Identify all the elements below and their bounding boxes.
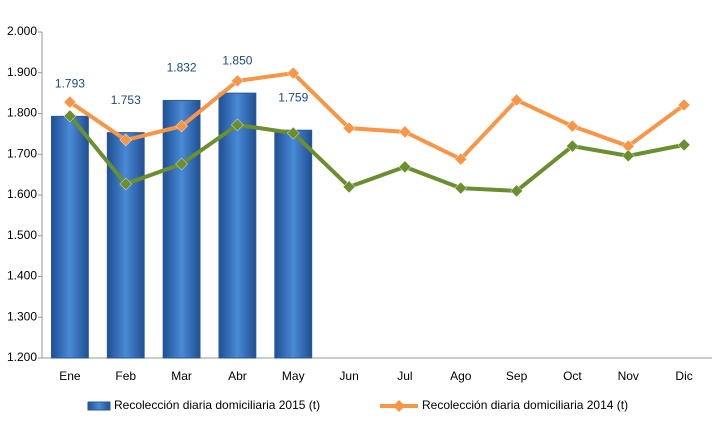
legend-label: Recolección diaria domiciliaria 2015 (t) xyxy=(114,398,320,412)
x-tick-label: May xyxy=(282,369,305,383)
marker xyxy=(63,109,77,123)
marker xyxy=(454,152,468,166)
marker xyxy=(175,157,188,171)
x-tick-label: Ene xyxy=(59,369,81,383)
marker xyxy=(454,181,468,195)
marker xyxy=(175,119,188,133)
y-tick-label: 1.400 xyxy=(7,269,37,283)
data-label: 1.793 xyxy=(55,77,85,91)
marker xyxy=(119,133,133,147)
marker xyxy=(342,180,356,194)
x-tick-label: Ago xyxy=(450,369,472,383)
marker xyxy=(566,119,579,133)
data-label: 1.832 xyxy=(167,61,197,75)
y-tick-label: 1.300 xyxy=(7,309,37,323)
y-tick-label: 1.600 xyxy=(7,187,37,201)
bar xyxy=(162,99,201,359)
x-tick-label: Dic xyxy=(675,369,692,383)
x-tick-label: Abr xyxy=(228,369,247,383)
marker xyxy=(342,121,356,135)
y-tick-label: 1.900 xyxy=(7,65,37,79)
bar xyxy=(50,115,89,359)
marker xyxy=(677,138,691,152)
marker xyxy=(231,74,244,88)
data-label: 1.759 xyxy=(278,90,308,104)
y-tick-label: 1.200 xyxy=(7,350,37,364)
marker xyxy=(510,184,523,198)
line xyxy=(68,71,686,162)
marker xyxy=(63,95,77,109)
legend-swatch xyxy=(87,401,111,411)
x-tick-label: Mar xyxy=(171,369,192,383)
x-tick-label: Sep xyxy=(506,369,528,383)
marker xyxy=(231,118,244,132)
data-label: 1.850 xyxy=(222,53,252,67)
marker xyxy=(621,149,635,163)
marker xyxy=(286,66,300,80)
marker xyxy=(398,125,412,139)
x-tick-label: Feb xyxy=(115,369,136,383)
marker xyxy=(677,98,691,112)
marker xyxy=(119,177,133,191)
marker xyxy=(286,126,300,140)
marker xyxy=(566,139,579,153)
x-tick-label: Nov xyxy=(618,369,639,383)
legend-swatch xyxy=(393,400,405,412)
x-tick-label: Jun xyxy=(339,369,358,383)
x-tick-label: Oct xyxy=(563,369,582,383)
y-tick-label: 1.800 xyxy=(7,106,37,120)
bar xyxy=(218,92,257,359)
marker xyxy=(398,160,412,174)
marker xyxy=(510,93,523,107)
bar xyxy=(274,129,313,359)
legend-label: Recolección diaria domiciliaria 2014 (t) xyxy=(422,398,628,412)
x-tick-label: Jul xyxy=(397,369,412,383)
y-tick-label: 1.500 xyxy=(7,228,37,242)
line xyxy=(68,114,685,193)
y-tick-label: 2.000 xyxy=(7,24,37,38)
y-tick-label: 1.700 xyxy=(7,146,37,160)
data-label: 1.753 xyxy=(111,93,141,107)
